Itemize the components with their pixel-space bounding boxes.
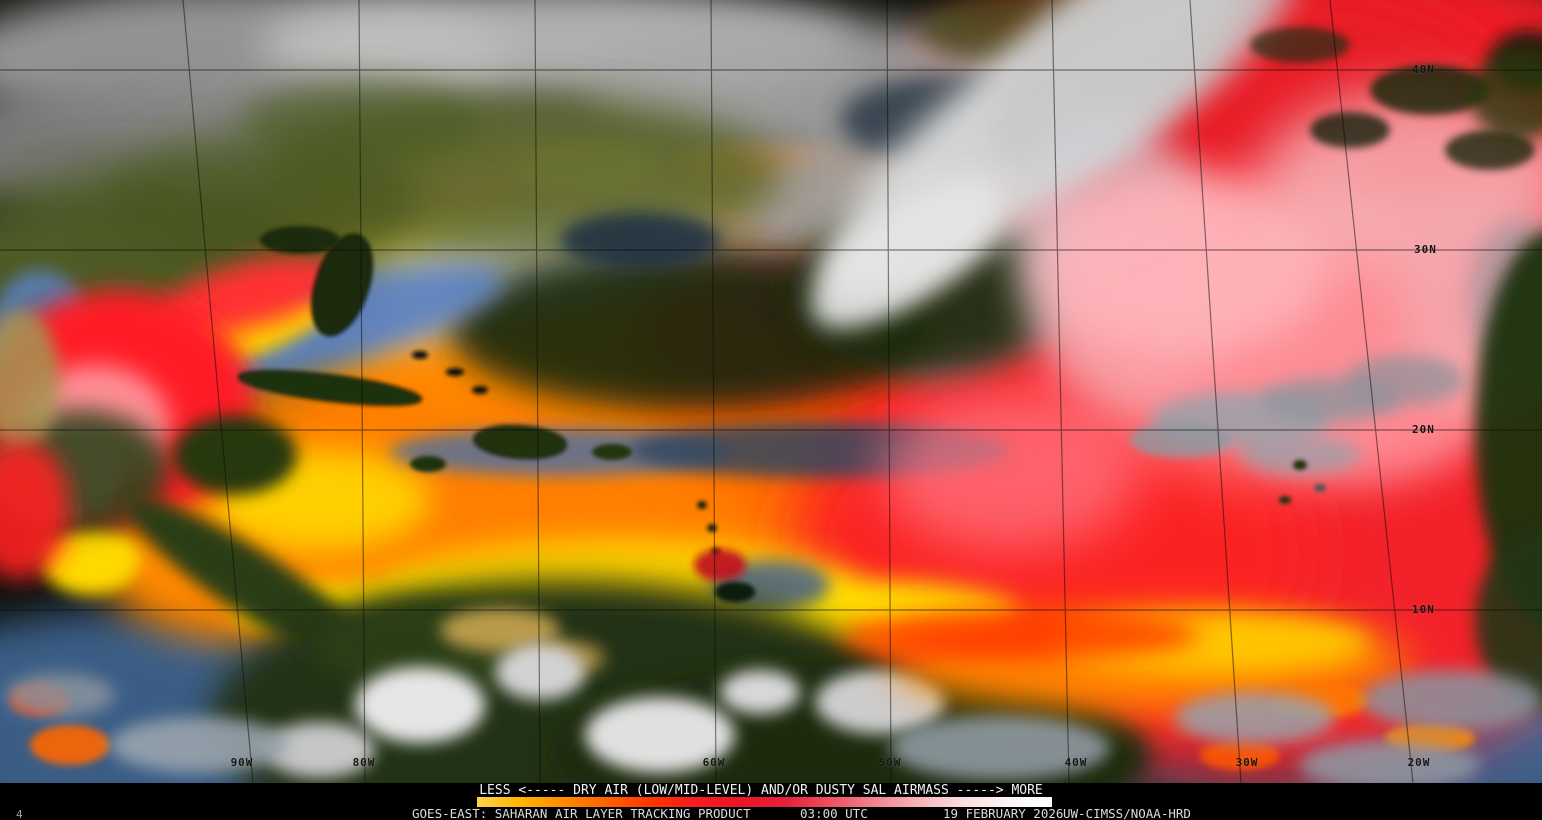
satellite-map: 40N 30N 20N 10N 90W 80W 60W 50W 40W 30W … [0, 0, 1542, 783]
florida-silhouette [311, 233, 373, 337]
lon-label-20w: 20W [1407, 756, 1431, 769]
colorbar [477, 797, 1052, 807]
puerto-rico-silhouette [592, 444, 632, 460]
legend-caption: LESS <----- DRY AIR (LOW/MID-LEVEL) AND/… [479, 783, 1043, 798]
hispaniola-silhouette [473, 424, 567, 460]
land-layer-south-america [0, 310, 1150, 783]
itcz-band-layer [0, 440, 1475, 770]
lat-label-30n: 30N [1414, 243, 1437, 256]
lon-label-40w: 40W [1064, 756, 1088, 769]
valid-time: 03:00 UTC [800, 806, 868, 820]
cuba-silhouette [237, 370, 423, 406]
legend-bar: LESS <----- DRY AIR (LOW/MID-LEVEL) AND/… [0, 783, 1542, 820]
jamaica-silhouette [410, 456, 446, 472]
valid-date: 19 FEBRUARY 2026 [943, 806, 1064, 820]
satellite-map-canvas [0, 0, 1542, 783]
grid-layer [0, 0, 1542, 783]
lat-label-20n: 20N [1412, 423, 1435, 436]
lon-label-50w: 50W [878, 756, 902, 769]
lon-label-90w: 90W [230, 756, 254, 769]
ocean-cloud-specks [5, 670, 1542, 783]
product-title: GOES-EAST: SAHARAN AIR LAYER TRACKING PR… [412, 806, 751, 820]
lat-label-10n: 10N [1412, 603, 1435, 616]
cape-verde-silhouette [1293, 460, 1307, 470]
lat-label-40n: 40N [1412, 63, 1435, 76]
lon-label-80w: 80W [352, 756, 376, 769]
lon-label-30w: 30W [1235, 756, 1259, 769]
islands-layer [237, 226, 1326, 602]
frame-number: 4 [16, 808, 23, 820]
lon-label-60w: 60W [702, 756, 726, 769]
credit-text: UW-CIMSS/NOAA-HRD [1063, 806, 1191, 820]
